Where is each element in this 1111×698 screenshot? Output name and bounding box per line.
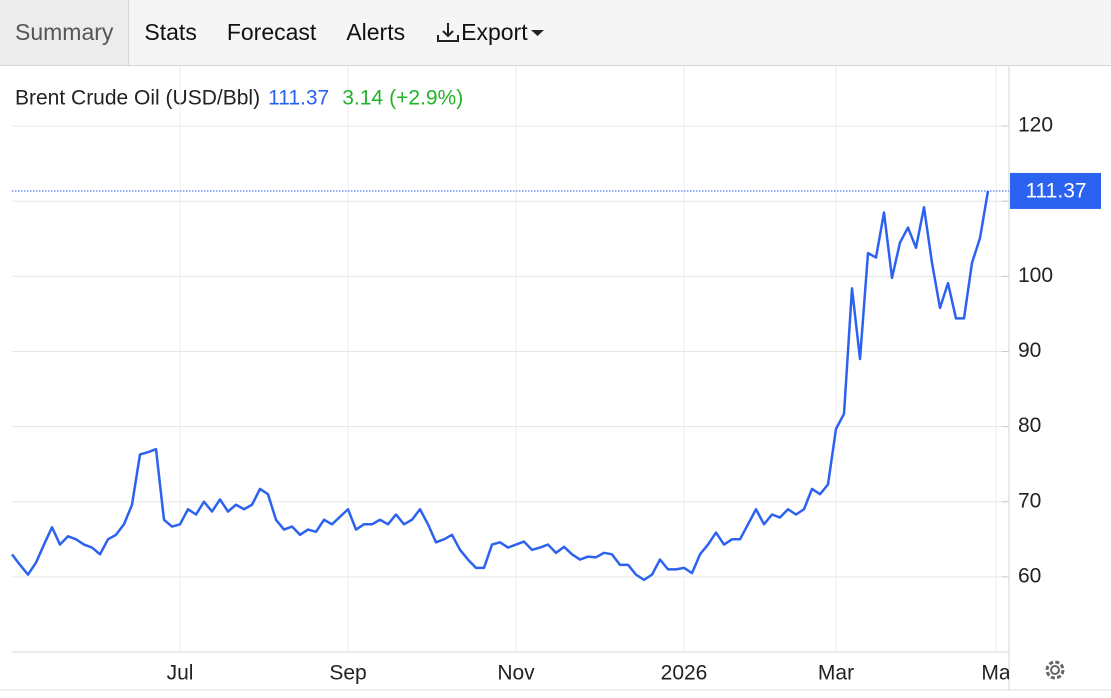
x-tick-label: Sep [329, 662, 366, 685]
tab[interactable]: Alerts [346, 19, 406, 45]
y-tick-label: 100 [1018, 264, 1053, 287]
x-tick-label: Ma [981, 662, 1010, 685]
change-pct-label: (+2.9%) [389, 87, 463, 110]
gear-icon[interactable] [1045, 660, 1065, 680]
price-line [11, 190, 990, 582]
price-tag-label: 111.37 [1025, 179, 1086, 202]
export-tab[interactable]: Export [420, 0, 562, 65]
x-tick-label: 2026 [661, 662, 708, 685]
change-label: 3.14 [342, 87, 383, 110]
caret [530, 29, 544, 36]
x-tick-label: Nov [497, 662, 535, 685]
x-labels: Jul Sep Nov 2026 Mar Ma [167, 662, 1010, 685]
price-tag [1010, 172, 1101, 209]
y-tick-label: 70 [1018, 489, 1041, 512]
x-tick-label: Jul [167, 662, 194, 685]
y-tick-label: 90 [1018, 339, 1041, 362]
y-tick-label: 80 [1018, 414, 1041, 437]
y-tick-label: 120 [1018, 114, 1053, 137]
tab[interactable]: Stats [144, 19, 197, 45]
x-tick-label: Mar [818, 662, 854, 685]
tab[interactable]: Forecast [226, 19, 317, 45]
price-label: 111.37 [268, 87, 329, 110]
tab[interactable]: Summary [0, 0, 130, 65]
tab-bar: Summary Stats Forecast Alerts Export [0, 0, 1111, 66]
series-name: Brent Crude Oil (USD/Bbl) [15, 87, 260, 110]
y-tick-label: 60 [1018, 564, 1041, 587]
tab-label: Export [461, 19, 528, 45]
download-icon [437, 22, 460, 42]
